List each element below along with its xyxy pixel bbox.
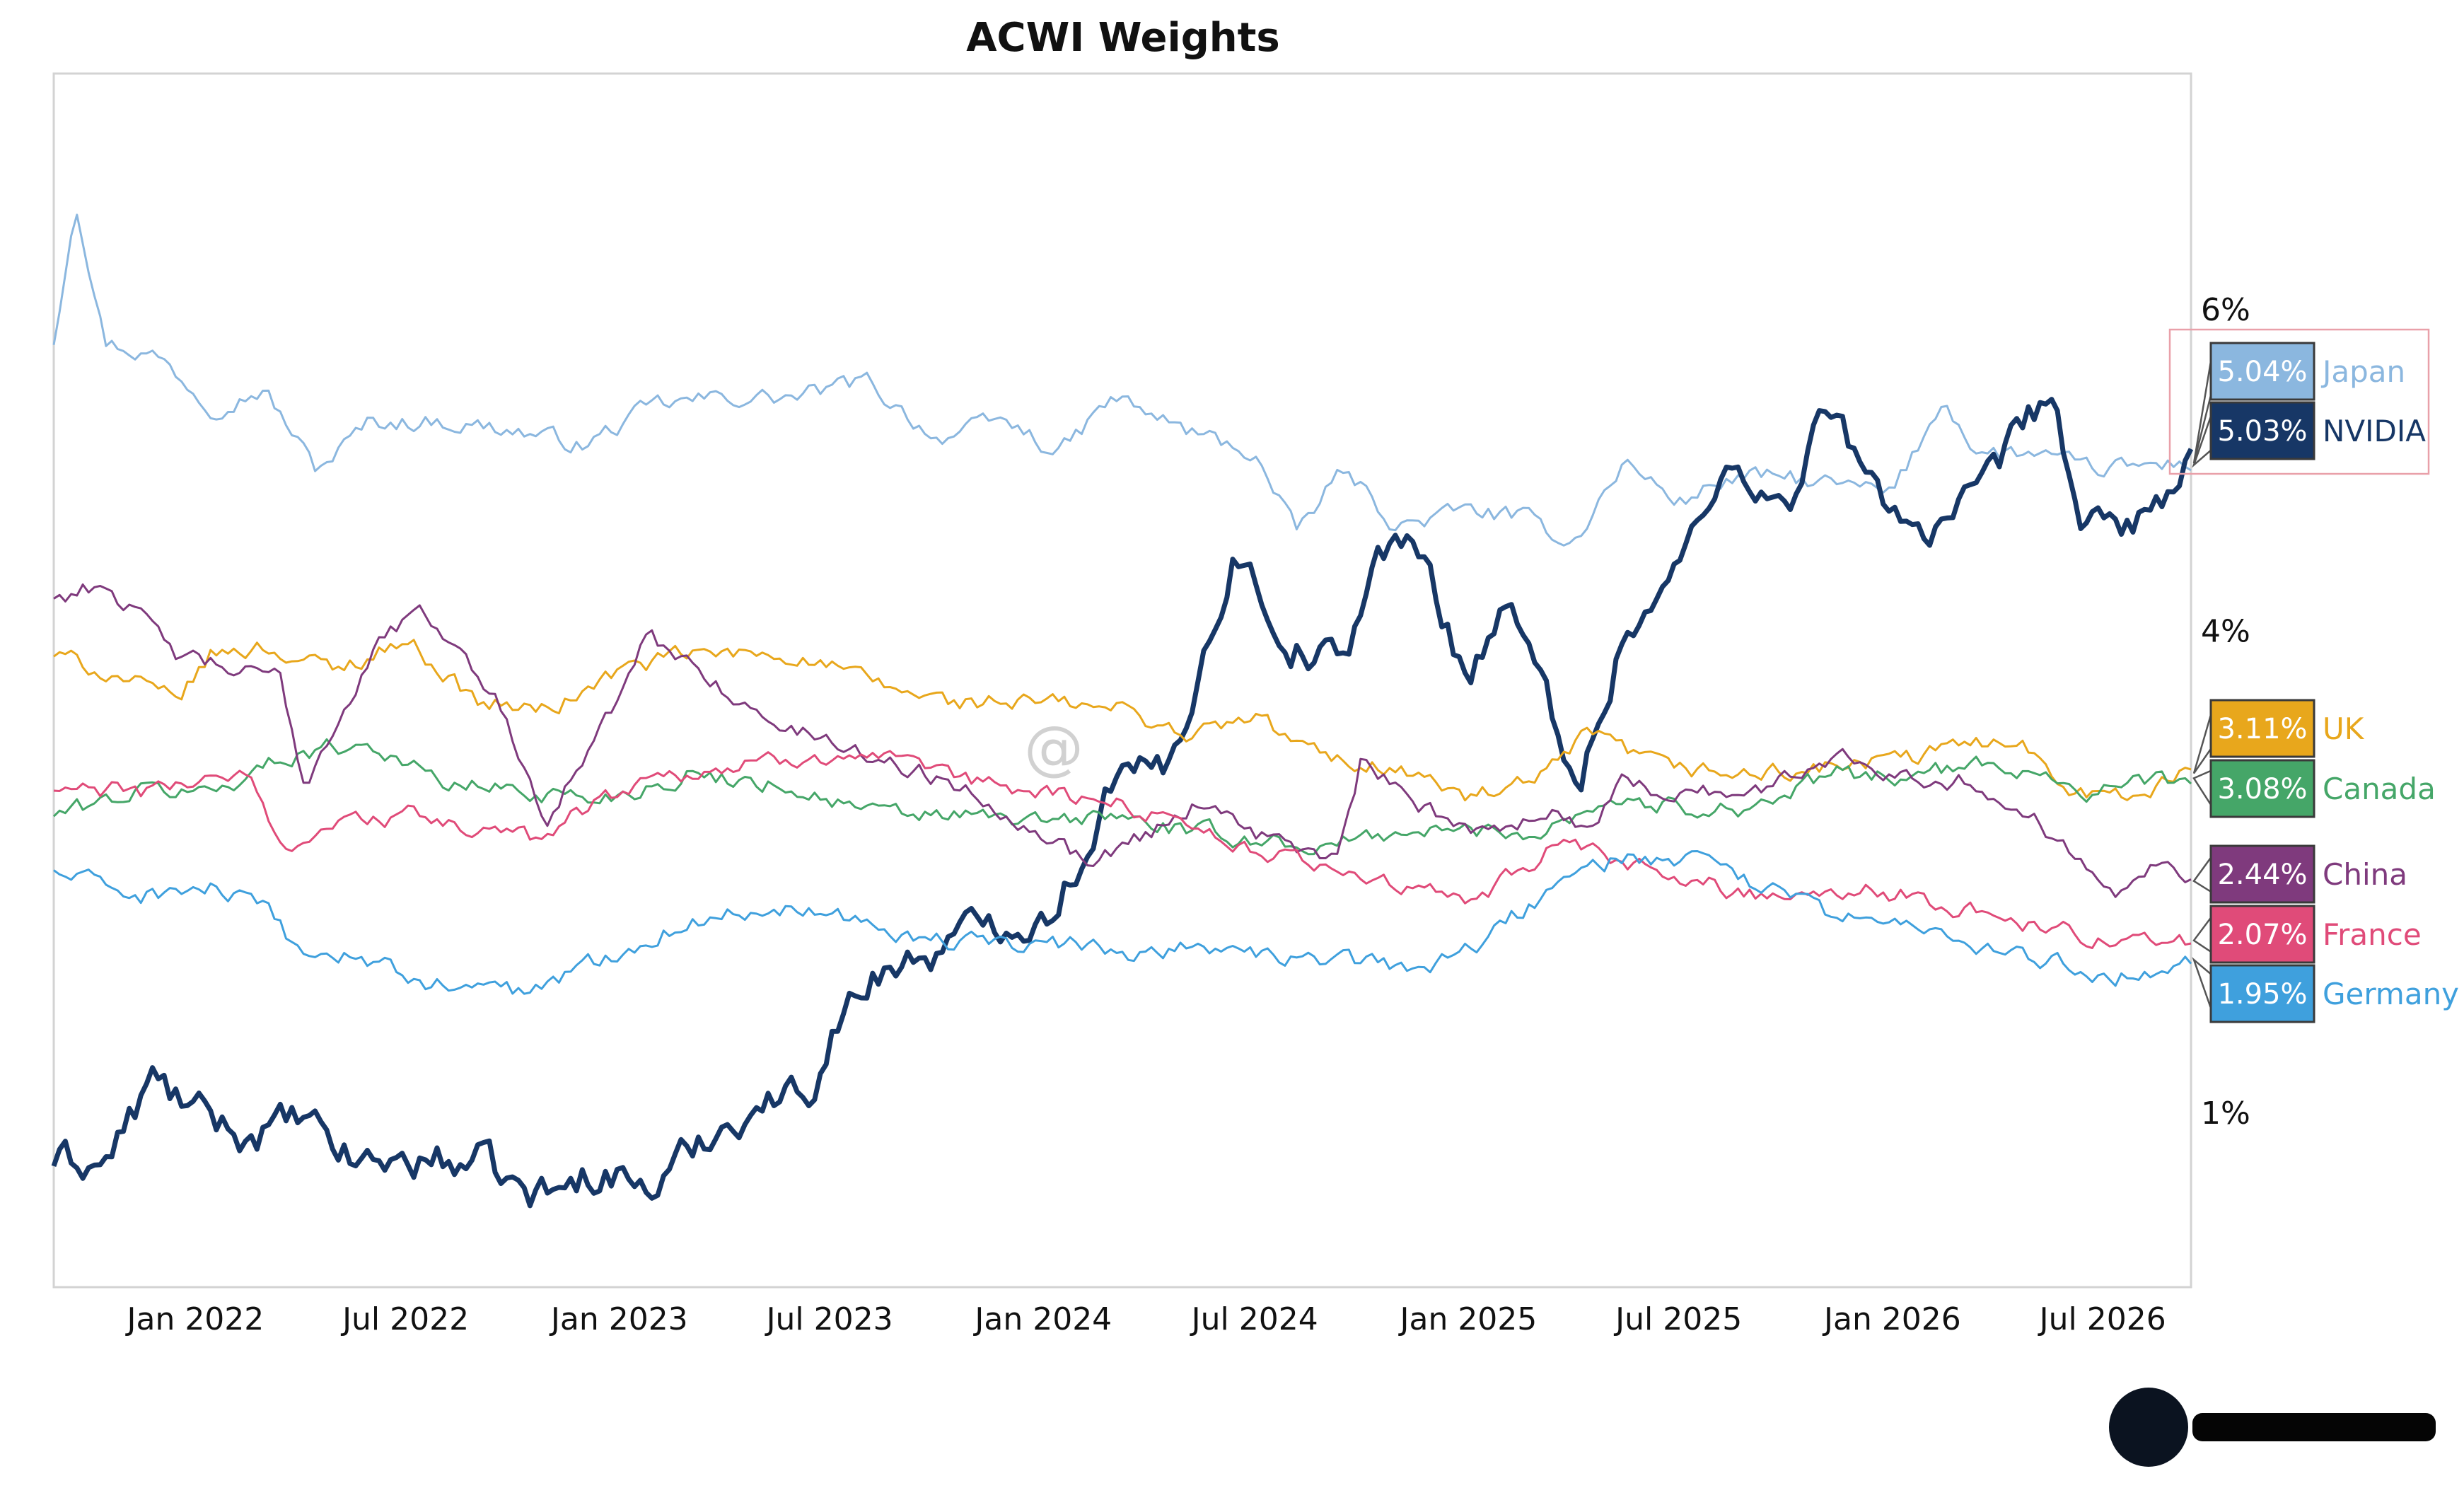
end-value-tag: [2209, 844, 2315, 904]
end-label-pointer: [2192, 913, 2214, 955]
y-tick-label: 4%: [2201, 613, 2250, 649]
x-tick-label: Jan 2024: [972, 1301, 1112, 1337]
series-line-germany: [53, 850, 2192, 995]
y-tick-label: 1%: [2201, 1095, 2250, 1132]
series-name-label: Canada: [2323, 772, 2436, 806]
series-name-label: Germany: [2323, 977, 2459, 1011]
end-value-text: 3.08%: [2217, 773, 2307, 806]
end-value-text: 1.95%: [2217, 978, 2307, 1011]
series-line-uk: [53, 639, 2192, 802]
end-value-tag: [2209, 759, 2315, 818]
end-value-tag: [2209, 905, 2315, 964]
end-label-pointer: [2192, 853, 2214, 895]
x-tick-label: Jul 2026: [2038, 1301, 2166, 1337]
x-tick-label: Jul 2022: [340, 1301, 469, 1337]
top-labels-highlight-box: [2168, 328, 2430, 475]
end-value-tag: [2209, 699, 2315, 758]
x-tick-label: Jul 2024: [1190, 1301, 1318, 1337]
x-axis-ticks: Jan 2022 Jul 2022 Jan 2023 Jul 2023 Jan 2024…: [125, 1301, 2166, 1337]
x-tick-label: Jul 2023: [765, 1301, 893, 1337]
series-line-nvidia: [51, 397, 2194, 1209]
series-name-label: France: [2323, 917, 2422, 952]
y-axis-ticks: 1% 4% 6%: [2201, 292, 2250, 1132]
end-label-pointer: [2192, 709, 2214, 774]
series-line-japan: [52, 214, 2192, 547]
series-line-china: [53, 583, 2192, 898]
series-line-canada: [52, 738, 2192, 856]
end-label-pointer: [2192, 769, 2214, 810]
series-name-label: Japan: [2320, 354, 2405, 389]
x-tick-label: Jan 2023: [549, 1301, 688, 1337]
end-value-tag: [2209, 401, 2315, 460]
x-tick-label: Jan 2025: [1398, 1301, 1538, 1337]
x-tick-label: Jan 2022: [125, 1301, 265, 1337]
series-name-label: UK: [2323, 711, 2365, 746]
end-value-tag: [2209, 964, 2315, 1023]
end-label-france: 2.07% France: [2192, 905, 2422, 964]
end-value-text: 5.03%: [2217, 415, 2307, 448]
author-signature-mark: [2192, 1413, 2436, 1441]
x-tick-label: Jul 2025: [1613, 1301, 1742, 1337]
end-label-nvidia: 5.03% NVIDIA: [2192, 401, 2426, 468]
series-lines: [51, 214, 2194, 1209]
end-value-text: 2.07%: [2217, 919, 2307, 951]
end-value-text: 3.11%: [2217, 713, 2307, 745]
watermark-text: @: [1024, 713, 1083, 782]
end-value-tag: [2209, 342, 2315, 401]
end-value-text: 2.44%: [2217, 859, 2307, 891]
end-label-china: 2.44% China: [2192, 844, 2407, 904]
end-label-japan: 5.04% Japan: [2192, 342, 2405, 464]
series-line-france: [53, 750, 2192, 949]
end-label-pointer: [2192, 957, 2214, 1013]
author-logo-circle: [2109, 1388, 2188, 1467]
plot-area-frame: [52, 72, 2192, 1289]
end-label-uk: 3.11% UK: [2192, 699, 2365, 774]
x-tick-label: Jan 2026: [1822, 1301, 1961, 1337]
end-label-germany: 1.95% Germany: [2192, 957, 2459, 1023]
end-value-labels: 5.04% Japan 5.03% NVIDIA 3.11% UK 3.08% Canada 2…: [2192, 342, 2459, 1023]
end-value-text: 5.04%: [2217, 356, 2307, 388]
series-name-label: NVIDIA: [2323, 414, 2426, 448]
series-name-label: China: [2323, 857, 2407, 892]
end-label-canada: 3.08% Canada: [2192, 759, 2436, 818]
chart-title: ACWI Weights: [966, 15, 1280, 61]
y-tick-label: 6%: [2201, 292, 2250, 328]
